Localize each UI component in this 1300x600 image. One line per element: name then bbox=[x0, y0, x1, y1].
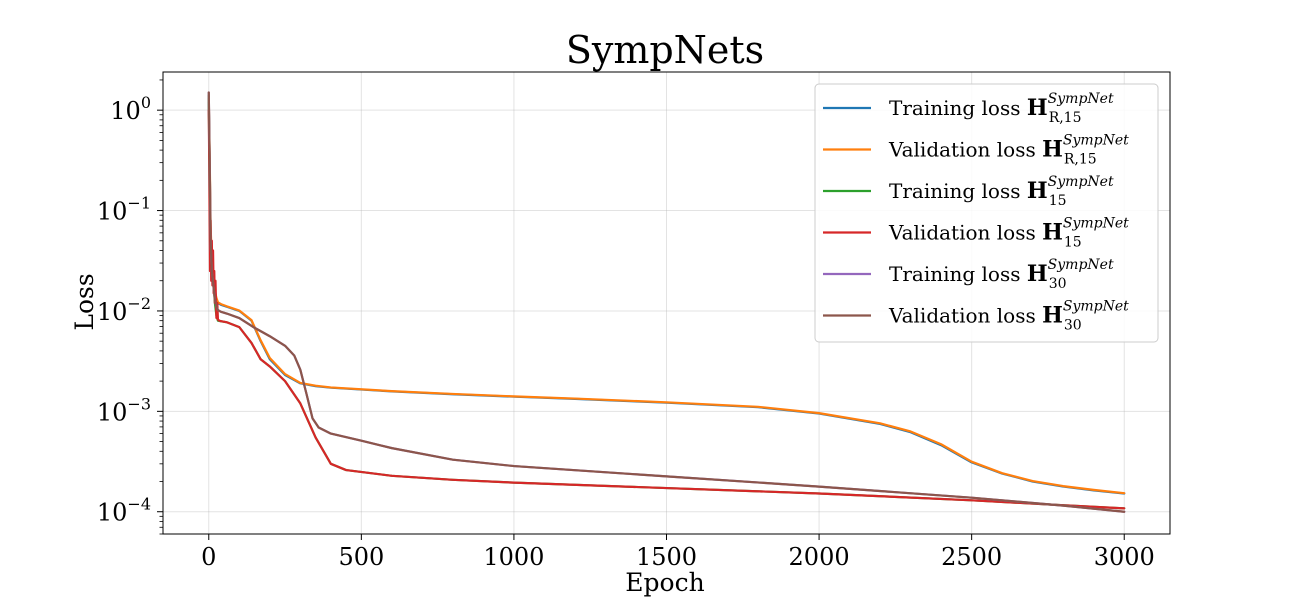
x-tick-label: 1500 bbox=[636, 543, 697, 571]
x-axis-ticks: 0 500 1000 1500 2000 2500 3000 bbox=[201, 534, 1155, 571]
chart-title: SympNets bbox=[566, 28, 764, 72]
y-tick-label: 10−3 bbox=[97, 394, 151, 426]
x-tick-label: 1000 bbox=[483, 543, 544, 571]
x-axis-label: Epoch bbox=[625, 568, 704, 597]
legend-label: Validation loss HSympNet bbox=[888, 216, 1129, 246]
x-tick-label: 2500 bbox=[941, 543, 1002, 571]
plot-area bbox=[207, 91, 1126, 513]
y-axis-ticks: 10−4 10−3 10−2 10−1 100 bbox=[97, 79, 163, 535]
legend-subscript: 30 bbox=[1049, 276, 1067, 292]
legend-subscript: R,15 bbox=[1064, 152, 1097, 168]
series-line-6 bbox=[207, 91, 1126, 513]
legend-box bbox=[814, 83, 1159, 343]
x-tick-label: 2000 bbox=[789, 543, 850, 571]
y-axis-label: Loss bbox=[70, 273, 99, 330]
x-tick-label: 0 bbox=[201, 543, 216, 571]
legend-label: Training loss HSympNet bbox=[889, 174, 1114, 204]
legend-label: Training loss HSympNet bbox=[889, 91, 1114, 121]
legend-subscript: 15 bbox=[1064, 235, 1082, 251]
y-tick-label: 100 bbox=[110, 93, 151, 125]
y-tick-label: 10−1 bbox=[97, 194, 151, 226]
x-tick-label: 3000 bbox=[1094, 543, 1155, 571]
x-tick-label: 500 bbox=[338, 543, 384, 571]
legend-label: Training loss HSympNet bbox=[889, 257, 1114, 287]
legend-subscript: 15 bbox=[1049, 193, 1067, 209]
legend-subscript: 30 bbox=[1064, 318, 1082, 334]
series-lines bbox=[207, 91, 1126, 513]
y-tick-label: 10−4 bbox=[97, 495, 151, 527]
legend-label: Validation loss HSympNet bbox=[888, 299, 1129, 329]
y-tick-label: 10−2 bbox=[97, 294, 151, 326]
legend-subscript: R,15 bbox=[1049, 110, 1082, 126]
legend-label: Validation loss HSympNet bbox=[888, 133, 1129, 163]
